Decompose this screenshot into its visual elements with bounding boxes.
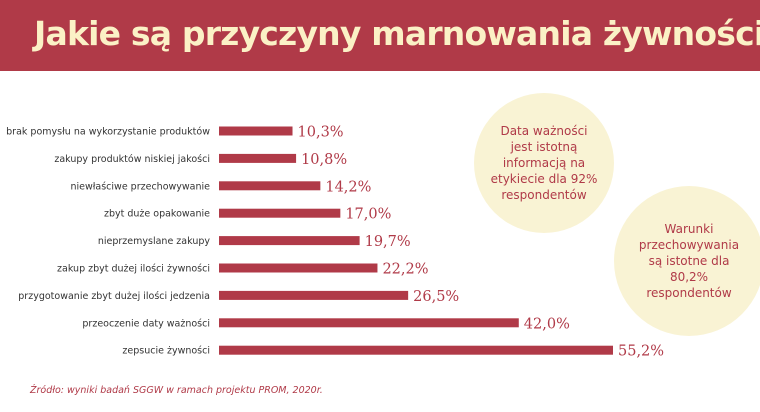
- category-label: nieprzemyslane zakupy: [98, 236, 211, 247]
- value-label: 17,0%: [345, 207, 391, 223]
- value-label: 10,3%: [298, 125, 344, 141]
- value-label: 19,7%: [365, 234, 411, 250]
- value-label: 55,2%: [618, 344, 664, 360]
- bar: [219, 318, 519, 328]
- bar: [219, 236, 360, 246]
- bar: [219, 153, 297, 163]
- header-banner: Jakie są przyczyny marnowania żywności?: [0, 0, 760, 71]
- source-note: Źródło: wyniki badań SGGW w ramach proje…: [30, 385, 323, 396]
- info-bubble-expiry-text: Data ważności jest istotną informacją na…: [490, 124, 598, 202]
- bar: [219, 181, 321, 191]
- bar: [219, 126, 293, 136]
- info-bubble-expiry: Data ważności jest istotną informacją na…: [474, 93, 614, 233]
- bar: [219, 263, 378, 273]
- value-label: 42,0%: [524, 316, 570, 332]
- value-label: 22,2%: [382, 262, 428, 278]
- value-label: 14,2%: [325, 179, 371, 195]
- category-label: brak pomysłu na wykorzystanie produktów: [6, 127, 210, 138]
- category-label: zakup zbyt dużej ilości żywności: [57, 264, 210, 275]
- bar: [219, 208, 341, 218]
- category-label: przeoczenie daty ważności: [82, 318, 210, 329]
- value-label: 10,8%: [301, 152, 347, 168]
- info-bubble-storage-text: Warunki przechowywania są istotne dla 80…: [638, 222, 740, 300]
- category-label: zakupy produktów niskiej jakości: [54, 154, 210, 165]
- category-label: zepsucie żywności: [122, 346, 210, 357]
- category-label: przygotowanie zbyt dużej ilości jedzenia: [18, 291, 210, 302]
- info-bubble-storage: Warunki przechowywania są istotne dla 80…: [614, 186, 760, 336]
- value-label: 26,5%: [413, 289, 459, 305]
- category-label: zbyt duże opakowanie: [104, 209, 210, 220]
- bar: [219, 290, 409, 300]
- category-label: niewłaściwe przechowywanie: [70, 181, 210, 192]
- page-title: Jakie są przyczyny marnowania żywności?: [34, 14, 760, 53]
- bar: [219, 345, 613, 355]
